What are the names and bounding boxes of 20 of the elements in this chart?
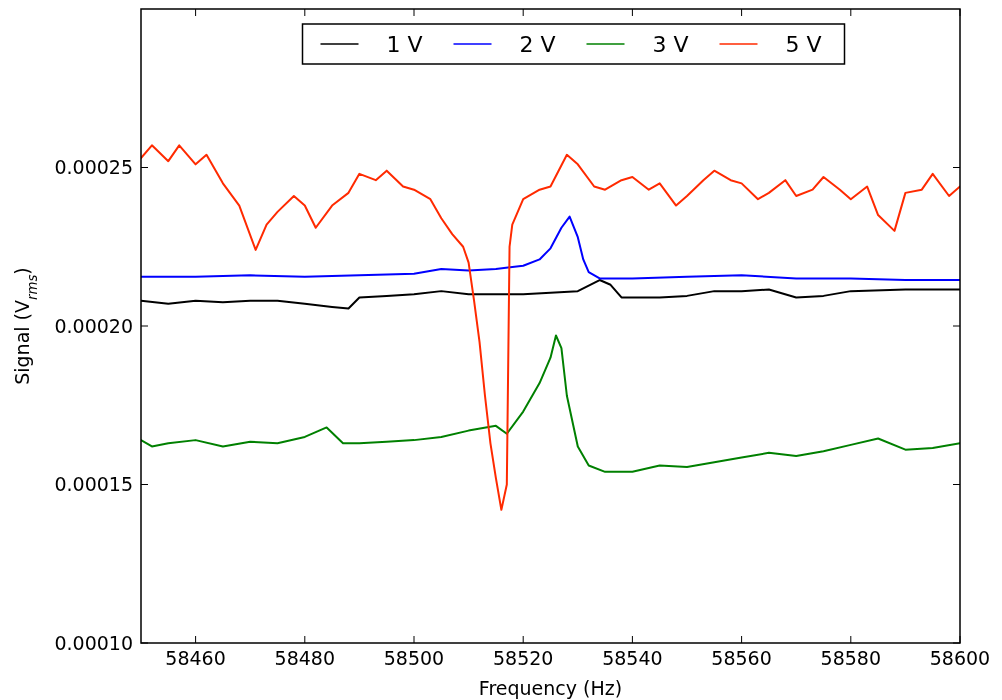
legend-label: 3 V bbox=[652, 31, 689, 57]
x-tick-label: 58480 bbox=[274, 647, 336, 669]
x-axis-title: Frequency (Hz) bbox=[478, 677, 623, 699]
x-tick-label: 58500 bbox=[383, 647, 445, 669]
x-tick-label: 58560 bbox=[711, 647, 772, 669]
line-series bbox=[141, 215, 960, 282]
x-tick-label: 58460 bbox=[165, 647, 226, 669]
line-series bbox=[141, 144, 960, 511]
y-tick-label: 0.00025 bbox=[54, 156, 133, 179]
line-series bbox=[141, 334, 960, 473]
x-tick-label: 58540 bbox=[602, 647, 663, 669]
x-tick-label: 58520 bbox=[492, 647, 554, 669]
y-tick-label: 0.00020 bbox=[54, 314, 133, 337]
legend-label: 2 V bbox=[519, 31, 556, 57]
y-tick-label: 0.00015 bbox=[54, 473, 133, 496]
y-tick-label: 0.00010 bbox=[54, 631, 133, 654]
x-tick-label: 58580 bbox=[820, 647, 882, 669]
x-tick-label: 58600 bbox=[929, 647, 991, 669]
legend-label: 1 V bbox=[386, 31, 423, 57]
legend-label: 5 V bbox=[785, 31, 822, 57]
